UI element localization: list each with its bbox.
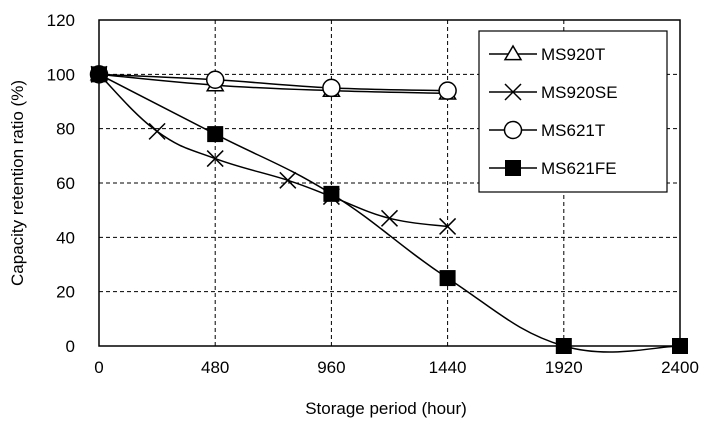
series-ms920t bbox=[89, 64, 457, 100]
y-tick-label: 120 bbox=[47, 11, 75, 30]
data-point-ms621fe bbox=[91, 66, 107, 83]
data-point-ms621t bbox=[438, 81, 457, 100]
legend-item-ms621fe: MS621FE bbox=[489, 159, 617, 178]
y-tick-label: 60 bbox=[56, 174, 75, 193]
data-point-ms621fe bbox=[323, 185, 340, 202]
legend-label-ms920se: MS920SE bbox=[541, 83, 618, 102]
series-line-ms920t bbox=[98, 73, 448, 95]
data-point-ms920se bbox=[380, 209, 399, 227]
series-line-ms621t bbox=[98, 73, 448, 92]
series-line-ms920se bbox=[98, 73, 448, 228]
y-axis-label: Capacity retention ratio (%) bbox=[8, 80, 27, 286]
data-point-ms621t bbox=[205, 70, 225, 90]
legend-label-ms621fe: MS621FE bbox=[541, 159, 617, 178]
y-tick-label: 100 bbox=[47, 65, 75, 84]
legend: MS920T MS920SE MS621T MS621FE bbox=[478, 30, 668, 193]
data-point-ms621fe bbox=[555, 338, 572, 354]
x-tick-label: 0 bbox=[94, 358, 103, 377]
legend-item-ms621t: MS621T bbox=[489, 120, 605, 140]
x-tick-label: 480 bbox=[201, 358, 229, 377]
legend-marker-ms920se bbox=[504, 83, 522, 101]
y-tick-label: 0 bbox=[66, 337, 75, 356]
legend-label-ms920t: MS920T bbox=[541, 45, 605, 64]
legend-marker-ms621t bbox=[503, 120, 523, 140]
legend-marker-ms920t bbox=[503, 44, 523, 61]
plot-frame bbox=[98, 19, 681, 347]
data-point-ms621fe bbox=[672, 338, 688, 354]
legend-label-ms621t: MS621T bbox=[541, 121, 605, 140]
series-ms920se bbox=[90, 65, 457, 235]
data-point-ms920se bbox=[279, 171, 297, 189]
data-point-ms920se bbox=[439, 217, 457, 235]
data-point-ms920se bbox=[206, 150, 224, 168]
data-point-ms920se bbox=[148, 122, 166, 140]
legend-item-ms920t: MS920T bbox=[489, 44, 605, 64]
legend-marker-ms621fe bbox=[505, 160, 521, 176]
series-ms621t bbox=[89, 65, 457, 100]
data-point-ms621t bbox=[322, 78, 341, 98]
series bbox=[89, 64, 688, 354]
x-tick-label: 1920 bbox=[545, 358, 583, 377]
data-point-ms621fe bbox=[207, 126, 224, 143]
axes: 0 480 960 1440 1920 2400 0 20 40 60 80 100 120 bbox=[47, 11, 699, 377]
x-tick-label: 2400 bbox=[661, 358, 699, 377]
y-tick-label: 80 bbox=[56, 120, 75, 139]
series-ms621fe bbox=[91, 66, 688, 354]
y-tick-label: 40 bbox=[56, 228, 75, 247]
x-axis-label: Storage period (hour) bbox=[305, 399, 467, 418]
data-point-ms621fe bbox=[439, 270, 456, 287]
x-tick-label: 1440 bbox=[429, 358, 467, 377]
x-tick-label: 960 bbox=[317, 358, 345, 377]
y-tick-label: 20 bbox=[56, 283, 75, 302]
legend-item-ms920se: MS920SE bbox=[489, 83, 618, 102]
